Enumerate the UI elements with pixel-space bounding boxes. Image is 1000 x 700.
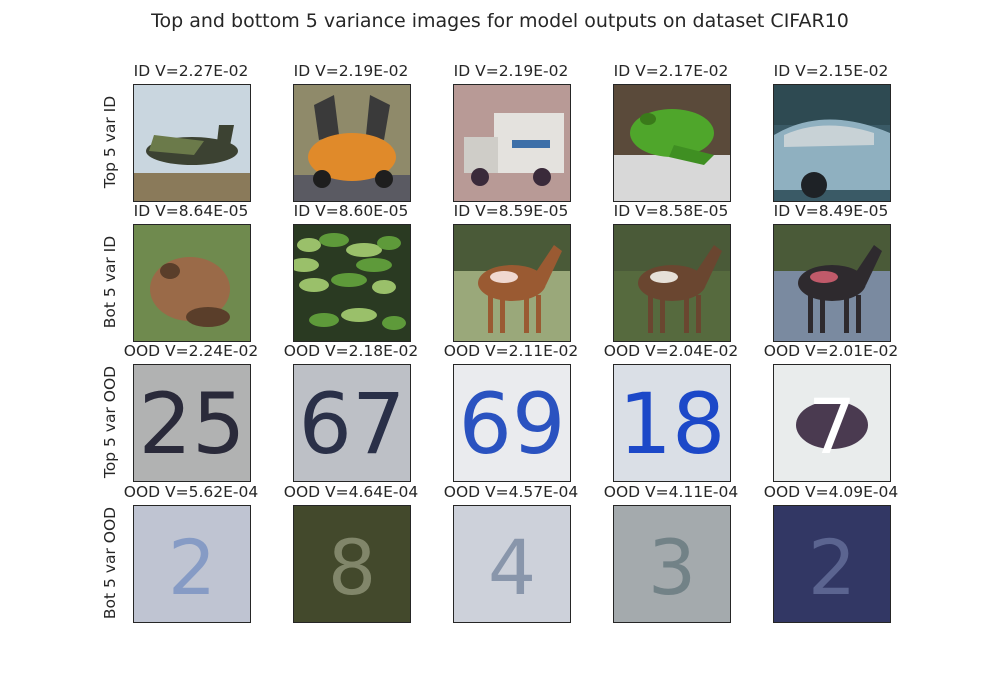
sample-image: [614, 225, 730, 341]
svg-text:67: 67: [299, 375, 406, 473]
sample-image: 3: [614, 506, 730, 622]
blue-car-photo: [773, 84, 891, 202]
cell-caption: OOD V=2.04E-02: [603, 342, 739, 360]
cell-caption: OOD V=4.57E-04: [443, 483, 579, 501]
blurry-house-number-photo: 2: [133, 505, 251, 623]
horse-photo: [613, 224, 731, 342]
blurry-house-number-photo: 3: [613, 505, 731, 623]
cell-caption: ID V=2.17E-02: [613, 62, 729, 80]
house-number-photo: 69: [453, 364, 571, 482]
house-number-photo: 25: [133, 364, 251, 482]
cell-caption: ID V=2.19E-02: [453, 62, 569, 80]
sample-image: [134, 85, 250, 201]
svg-text:69: 69: [459, 375, 566, 473]
blurry-house-number-photo: 8: [293, 505, 411, 623]
blurry-house-number-photo: 2: [773, 505, 891, 623]
sample-image: 25: [134, 365, 250, 481]
house-number-photo: 18: [613, 364, 731, 482]
sample-image: 7: [774, 365, 890, 481]
cell-caption: ID V=8.49E-05: [773, 202, 889, 220]
sample-image: [774, 85, 890, 201]
row-label: Top 5 var ID: [101, 95, 119, 189]
sample-image: 8: [294, 506, 410, 622]
row-label: Top 5 var OOD: [101, 365, 119, 479]
cell-caption: ID V=2.19E-02: [293, 62, 409, 80]
cell-caption: OOD V=2.18E-02: [283, 342, 419, 360]
sample-image: 2: [134, 506, 250, 622]
cell-caption: OOD V=4.09E-04: [763, 483, 899, 501]
sample-image: [294, 85, 410, 201]
sample-image: 18: [614, 365, 730, 481]
cell-caption: OOD V=2.11E-02: [443, 342, 579, 360]
svg-text:18: 18: [619, 375, 726, 473]
row-label: Bot 5 var ID: [101, 235, 119, 329]
svg-text:4: 4: [488, 523, 536, 612]
cell-caption: OOD V=5.62E-04: [123, 483, 259, 501]
sample-image: [294, 225, 410, 341]
green-frog-photo: [613, 84, 731, 202]
cell-caption: ID V=2.15E-02: [773, 62, 889, 80]
truck-photo: [453, 84, 571, 202]
svg-text:2: 2: [808, 523, 856, 612]
figure-title: Top and bottom 5 variance images for mod…: [151, 10, 849, 32]
svg-text:8: 8: [328, 523, 376, 612]
sample-image: 2: [774, 506, 890, 622]
sample-image: [614, 85, 730, 201]
sample-image: [774, 225, 890, 341]
horse-photo: [773, 224, 891, 342]
house-number-photo: 7: [773, 364, 891, 482]
sample-image: 67: [294, 365, 410, 481]
svg-text:7: 7: [808, 382, 856, 471]
sample-image: [454, 225, 570, 341]
cell-caption: ID V=8.60E-05: [293, 202, 409, 220]
cell-caption: ID V=2.27E-02: [133, 62, 249, 80]
svg-text:2: 2: [168, 523, 216, 612]
sample-image: 4: [454, 506, 570, 622]
house-number-photo: 67: [293, 364, 411, 482]
cell-caption: OOD V=4.64E-04: [283, 483, 419, 501]
cell-caption: ID V=8.59E-05: [453, 202, 569, 220]
orange-sports-car-photo: [293, 84, 411, 202]
sample-image: [454, 85, 570, 201]
cell-caption: OOD V=2.01E-02: [763, 342, 899, 360]
sample-image: [134, 225, 250, 341]
blurry-house-number-photo: 4: [453, 505, 571, 623]
camouflaged-frog-photo: [293, 224, 411, 342]
cell-caption: OOD V=4.11E-04: [603, 483, 739, 501]
svg-text:25: 25: [139, 375, 246, 473]
cell-caption: ID V=8.58E-05: [613, 202, 729, 220]
sample-image: 69: [454, 365, 570, 481]
cell-caption: ID V=8.64E-05: [133, 202, 249, 220]
airplane-photo: [133, 84, 251, 202]
svg-text:3: 3: [648, 523, 696, 612]
brown-frog-photo: [133, 224, 251, 342]
row-label: Bot 5 var OOD: [101, 506, 119, 620]
horse-photo: [453, 224, 571, 342]
cell-caption: OOD V=2.24E-02: [123, 342, 259, 360]
